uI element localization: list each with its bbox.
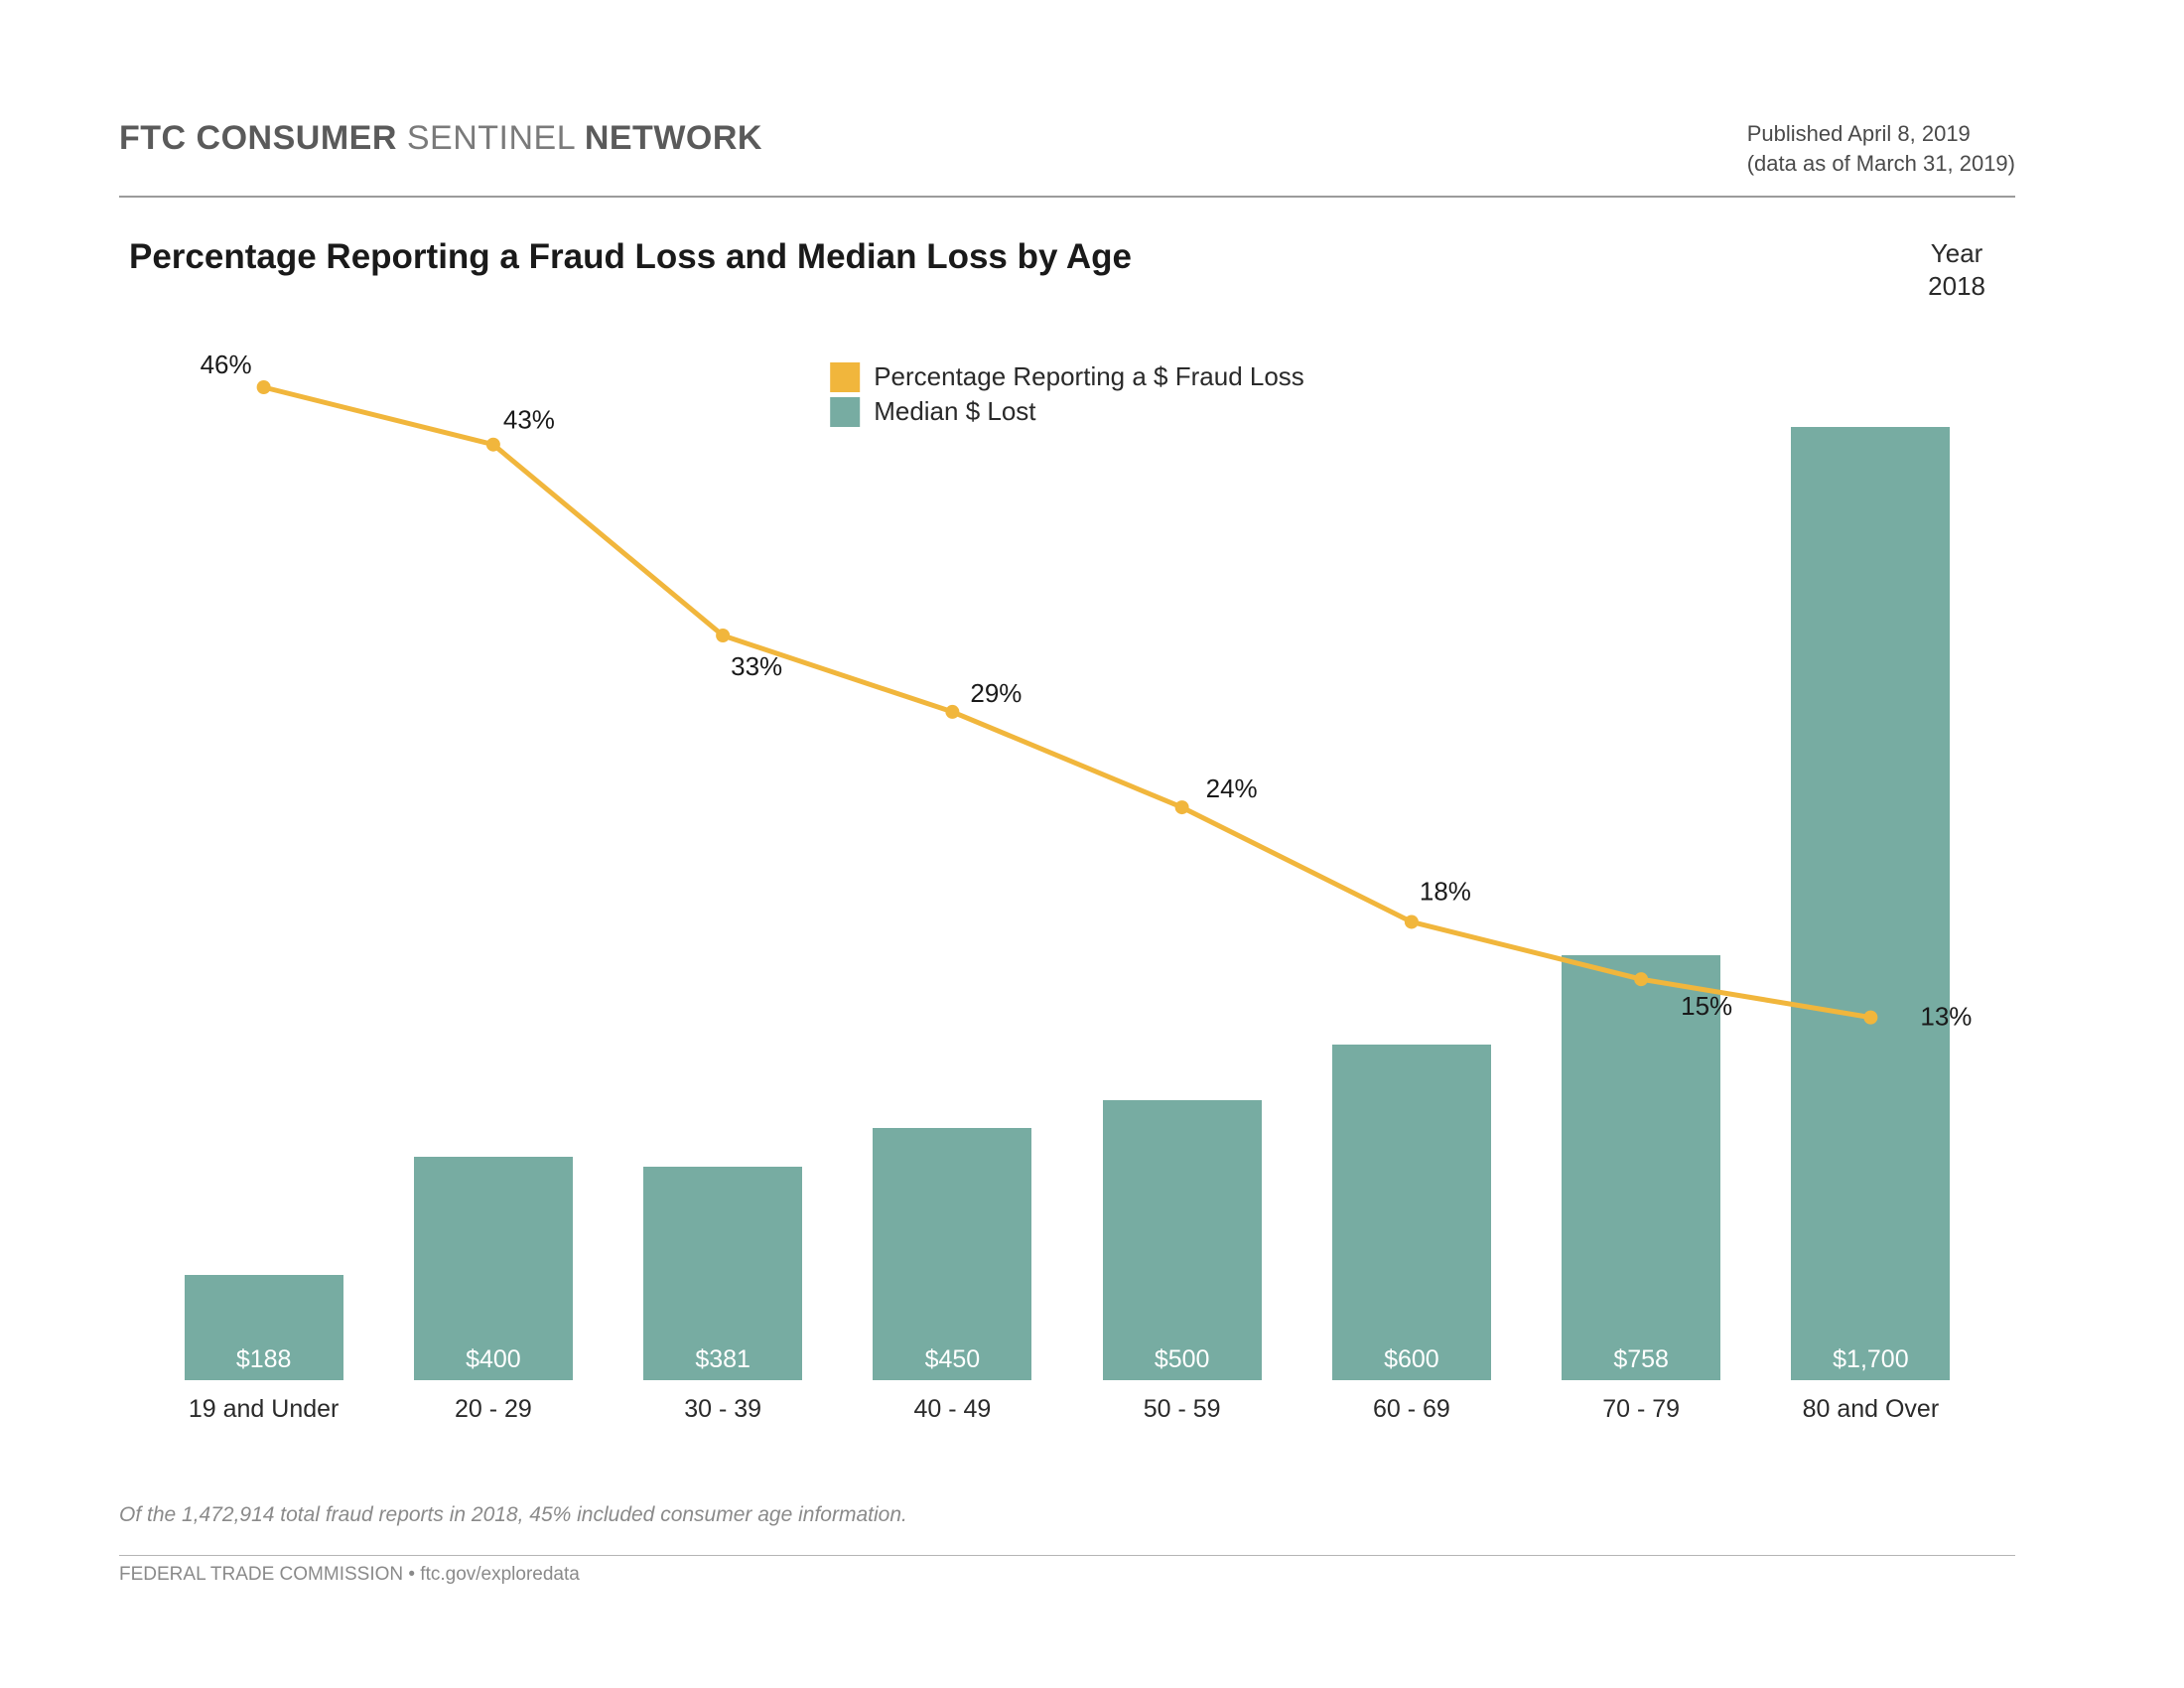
bar-column: $188 — [149, 427, 378, 1380]
legend-bar-swatch — [830, 397, 860, 427]
chart-area: Percentage Reporting a $ Fraud Loss Medi… — [119, 361, 2015, 1424]
bar-column: $381 — [609, 427, 838, 1380]
line-value-label: 46% — [201, 350, 252, 379]
bar-value-label: $188 — [149, 1345, 378, 1374]
bar — [1562, 955, 1720, 1380]
x-axis-label: 40 - 49 — [838, 1395, 1067, 1424]
x-axis-label: 50 - 59 — [1067, 1395, 1297, 1424]
bar-column: $1,700 — [1756, 427, 1985, 1380]
page: FTC CONSUMER SENTINEL NETWORK Published … — [0, 0, 2184, 1688]
bar-column: $400 — [378, 427, 608, 1380]
x-axis-label: 60 - 69 — [1297, 1395, 1526, 1424]
year-selector: Year 2018 — [1928, 237, 1985, 302]
org-logo-text: FTC CONSUMER SENTINEL NETWORK — [119, 119, 762, 158]
footer-text: FEDERAL TRADE COMMISSION • ftc.gov/explo… — [119, 1564, 580, 1585]
line-marker — [257, 380, 271, 394]
published-date: Published April 8, 2019 — [1747, 119, 2015, 149]
legend-line-swatch — [830, 362, 860, 392]
bar-value-label: $600 — [1297, 1345, 1526, 1374]
legend-line-label: Percentage Reporting a $ Fraud Loss — [874, 361, 1304, 392]
legend: Percentage Reporting a $ Fraud Loss Medi… — [830, 361, 1304, 431]
title-bar: Percentage Reporting a Fraud Loss and Me… — [119, 237, 2015, 302]
legend-line-row: Percentage Reporting a $ Fraud Loss — [830, 361, 1304, 392]
x-axis-label: 19 and Under — [149, 1395, 378, 1424]
x-axis-labels: 19 and Under20 - 2930 - 3940 - 4950 - 59… — [119, 1395, 2015, 1424]
bar-column: $450 — [838, 427, 1067, 1380]
bar-value-label: $1,700 — [1756, 1345, 1985, 1374]
year-value: 2018 — [1928, 270, 1985, 303]
year-label: Year — [1928, 237, 1985, 270]
legend-bar-row: Median $ Lost — [830, 396, 1304, 427]
bar-value-label: $758 — [1527, 1345, 1756, 1374]
logo-part-1: FTC CONSUMER — [119, 119, 397, 157]
bar-value-label: $400 — [378, 1345, 608, 1374]
bar-column: $758 — [1527, 427, 1756, 1380]
bar — [1332, 1045, 1491, 1381]
chart-title: Percentage Reporting a Fraud Loss and Me… — [129, 237, 1132, 277]
bar-value-label: $381 — [609, 1345, 838, 1374]
footnote: Of the 1,472,914 total fraud reports in … — [119, 1503, 2015, 1527]
x-axis-label: 20 - 29 — [378, 1395, 608, 1424]
x-axis-label: 70 - 79 — [1527, 1395, 1756, 1424]
logo-part-3: NETWORK — [585, 119, 762, 157]
bar-column: $500 — [1067, 427, 1297, 1380]
header: FTC CONSUMER SENTINEL NETWORK Published … — [119, 119, 2015, 198]
publish-info: Published April 8, 2019 (data as of Marc… — [1747, 119, 2015, 178]
bar-group: $188$400$381$450$500$600$758$1,700 — [119, 427, 2015, 1380]
data-as-of: (data as of March 31, 2019) — [1747, 149, 2015, 179]
footer-bar: FEDERAL TRADE COMMISSION • ftc.gov/explo… — [119, 1555, 2015, 1586]
bar — [873, 1128, 1031, 1380]
legend-bar-label: Median $ Lost — [874, 396, 1035, 427]
bar-value-label: $500 — [1067, 1345, 1297, 1374]
logo-part-2: SENTINEL — [407, 119, 575, 157]
bar-column: $600 — [1297, 427, 1526, 1380]
bar — [1791, 427, 1950, 1380]
x-axis-label: 80 and Over — [1756, 1395, 1985, 1424]
bar — [1103, 1100, 1262, 1380]
bar-value-label: $450 — [838, 1345, 1067, 1374]
x-axis-label: 30 - 39 — [609, 1395, 838, 1424]
